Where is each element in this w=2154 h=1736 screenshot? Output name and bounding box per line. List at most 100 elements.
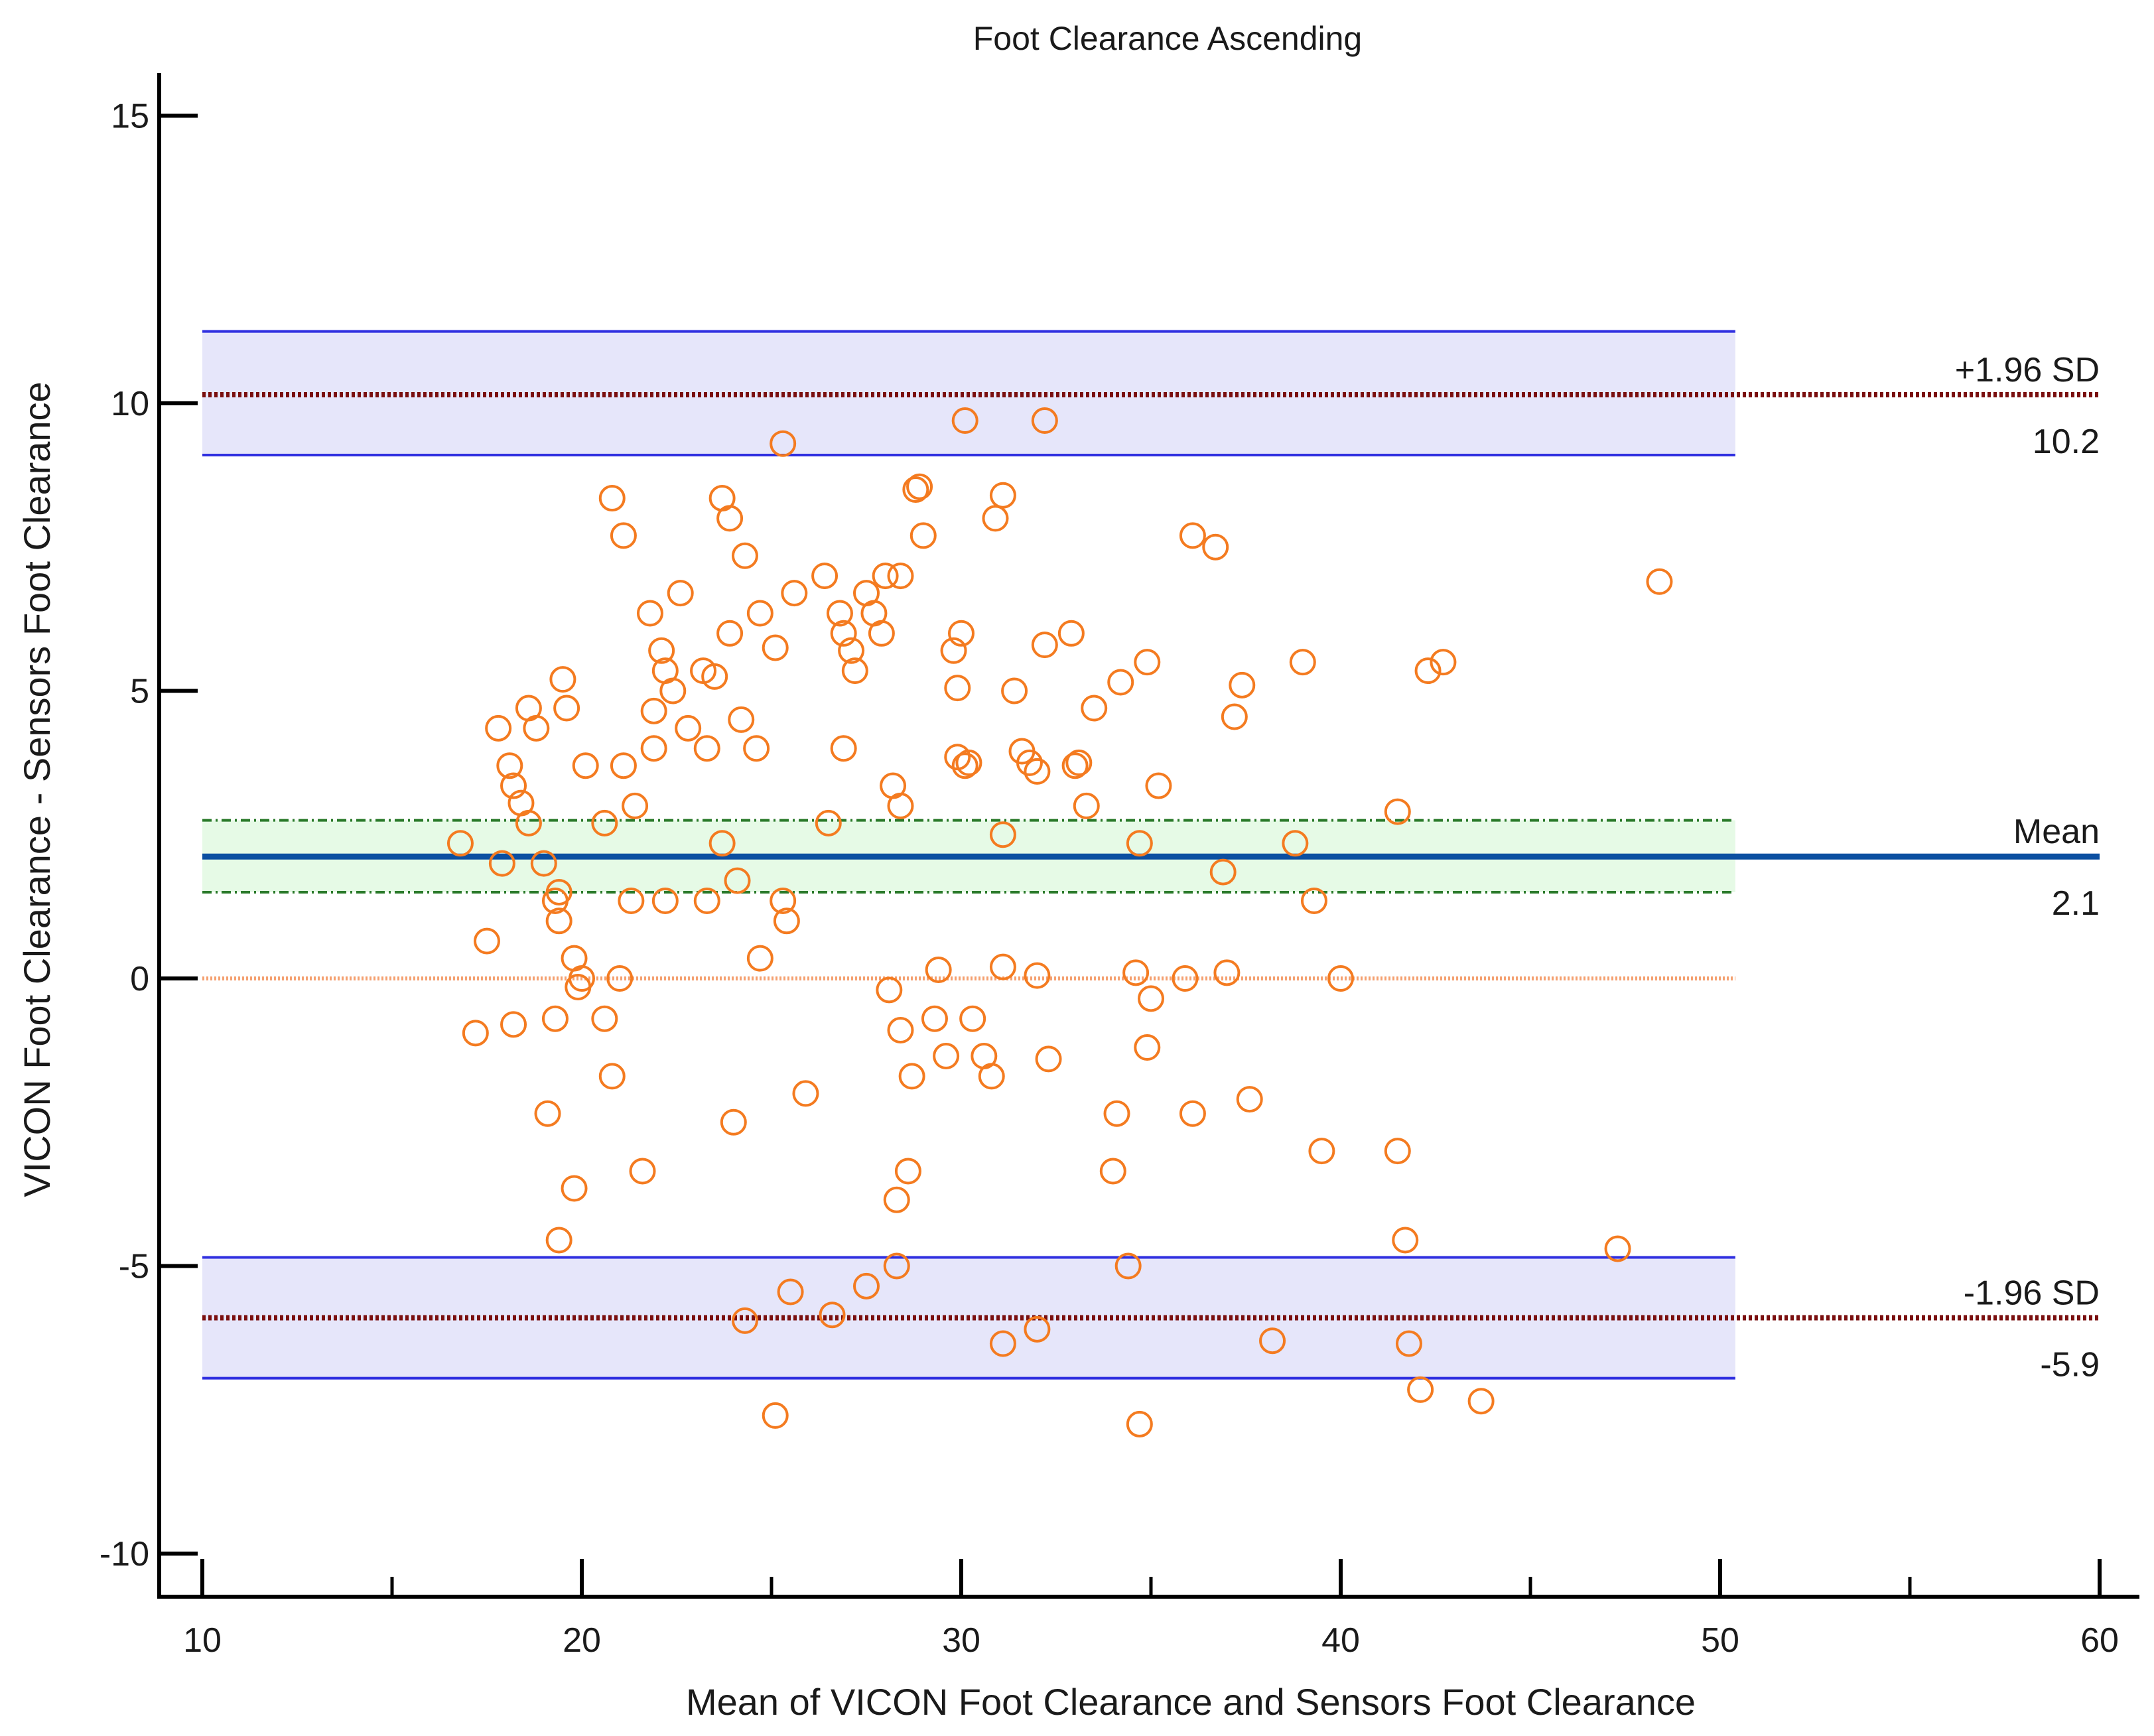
y-tick-label: 0	[130, 960, 149, 998]
data-point	[1202, 533, 1229, 561]
x-tick-label: 50	[1701, 1621, 1739, 1660]
data-point	[1221, 703, 1248, 730]
data-point	[838, 637, 865, 664]
data-point	[830, 620, 857, 647]
data-point	[659, 677, 687, 704]
data-point	[921, 1005, 948, 1032]
data-point	[948, 620, 975, 647]
data-point	[541, 1005, 569, 1032]
data-point	[640, 697, 667, 724]
data-point	[815, 809, 842, 836]
data-point	[1024, 1315, 1051, 1343]
y-tick-label: 10	[111, 385, 149, 423]
data-point	[488, 850, 515, 877]
data-point	[1209, 858, 1237, 886]
data-point	[693, 887, 720, 914]
data-point	[1073, 792, 1100, 819]
lower-loa-label: -1.96 SD	[1964, 1274, 2100, 1313]
data-point	[610, 752, 637, 779]
data-point	[1384, 1138, 1411, 1165]
data-point	[773, 907, 800, 935]
data-point	[545, 907, 572, 935]
data-point	[1300, 887, 1327, 914]
data-point	[1327, 965, 1354, 992]
data-point	[868, 620, 895, 647]
data-point	[906, 473, 933, 500]
data-point	[1145, 772, 1172, 799]
data-point	[485, 714, 512, 742]
data-point	[925, 956, 952, 983]
data-point	[1213, 959, 1241, 986]
data-point	[1016, 749, 1043, 776]
data-point	[523, 714, 550, 742]
data-point	[894, 1158, 921, 1185]
data-point	[720, 1108, 747, 1136]
data-point	[1099, 1158, 1126, 1185]
y-axis-ticks: 15 10 5 0 -5 -10	[100, 98, 198, 1573]
data-point	[872, 563, 899, 590]
data-point	[777, 1278, 804, 1305]
data-point	[762, 1402, 789, 1429]
data-point	[978, 1063, 1005, 1090]
data-point	[1229, 671, 1256, 699]
data-point	[1134, 649, 1161, 676]
data-point	[770, 887, 797, 914]
y-tick-label: -10	[100, 1535, 149, 1573]
y-tick-label: 15	[111, 98, 149, 136]
data-points	[446, 407, 1673, 1437]
data-point	[1172, 965, 1199, 992]
data-point	[989, 1330, 1016, 1357]
x-tick-label: 10	[183, 1621, 222, 1660]
data-point	[1282, 830, 1309, 857]
y-tick-label: 5	[130, 673, 149, 711]
data-point	[716, 505, 744, 532]
data-point	[500, 1011, 527, 1038]
data-point	[1392, 1227, 1419, 1254]
data-point	[887, 563, 914, 590]
data-point	[496, 752, 523, 779]
data-point	[1604, 1235, 1631, 1262]
data-point	[898, 1063, 925, 1090]
data-point	[781, 580, 808, 607]
data-point	[762, 634, 789, 661]
data-point	[1308, 1138, 1335, 1165]
data-point	[1061, 752, 1089, 779]
reference-line-labels: +1.96 SD 10.2 Mean 2.1 -1.96 SD -5.9	[1955, 351, 2100, 1384]
data-point	[591, 809, 618, 836]
data-point	[572, 752, 599, 779]
data-point	[887, 1017, 914, 1044]
data-point	[545, 1227, 572, 1254]
data-point	[1114, 1252, 1142, 1280]
upper-loa-value-label: 10.2	[2033, 423, 2100, 461]
data-point	[1065, 749, 1093, 776]
data-point	[1467, 1388, 1495, 1415]
data-point	[746, 600, 774, 627]
data-point	[841, 657, 868, 685]
x-axis-title: Mean of VICON Foot Clearance and Sensors…	[686, 1681, 1696, 1723]
upper-loa-label: +1.96 SD	[1955, 351, 2100, 389]
data-point	[1001, 677, 1028, 704]
data-point	[1179, 1100, 1206, 1127]
data-point	[792, 1080, 819, 1107]
data-point	[811, 563, 839, 590]
data-point	[959, 1005, 986, 1032]
data-point	[933, 1043, 960, 1070]
data-point	[553, 695, 580, 722]
data-point	[675, 714, 702, 742]
data-point	[909, 522, 937, 549]
data-point	[446, 830, 474, 857]
data-point	[1057, 620, 1085, 647]
x-tick-label: 40	[1321, 1621, 1360, 1660]
data-point	[830, 735, 857, 762]
data-point	[1024, 962, 1051, 989]
data-point	[622, 792, 649, 819]
data-point	[648, 637, 675, 664]
data-point	[876, 976, 903, 1004]
data-point	[731, 542, 758, 569]
mean-label: Mean	[2013, 813, 2100, 851]
data-point	[1384, 798, 1411, 825]
data-point	[716, 620, 744, 647]
data-point	[1395, 1330, 1422, 1357]
data-point	[982, 505, 1009, 532]
data-point	[474, 927, 500, 955]
